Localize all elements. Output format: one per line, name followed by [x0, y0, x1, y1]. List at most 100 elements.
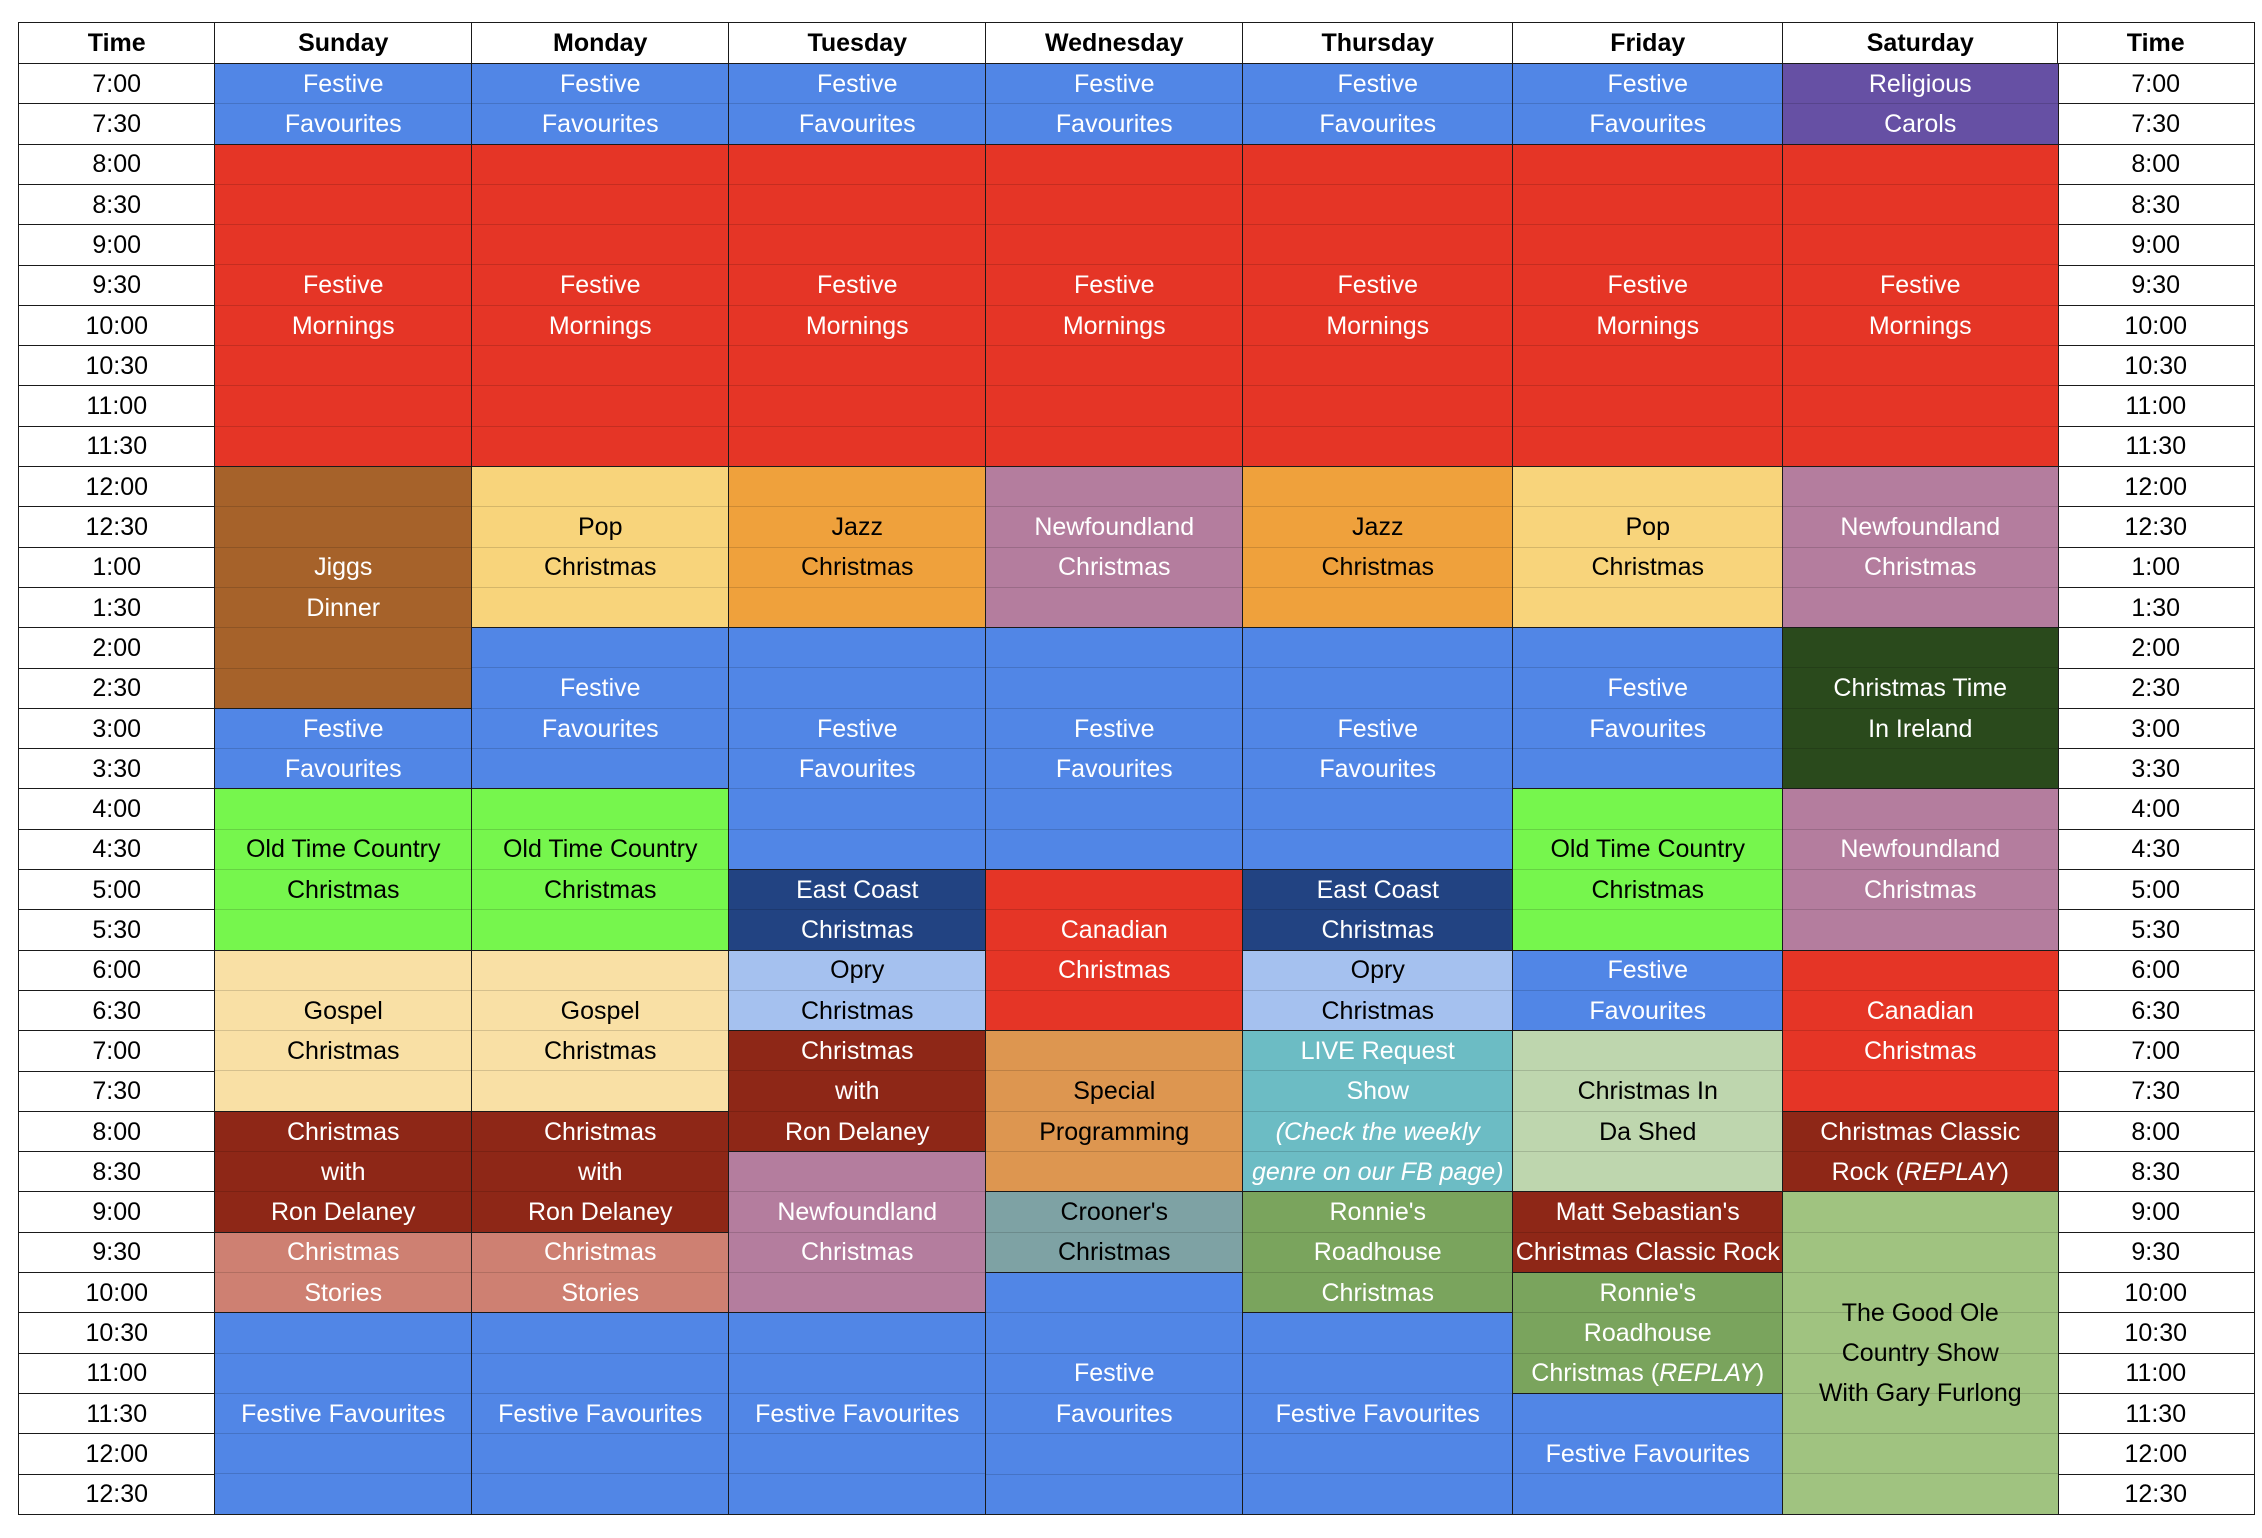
program-title-line: genre on our FB page): [1251, 1157, 1504, 1186]
program-title-line: In Ireland: [1868, 714, 1973, 743]
time-label-right: 11:30: [2057, 425, 2255, 468]
program-block-jazz-christmas: Jazz Christmas: [1242, 466, 1514, 629]
program-block-newfoundland-christmas: Newfoundland Christmas: [1782, 788, 2059, 952]
program-title-line: Newfoundland: [1840, 513, 2001, 542]
program-title-line: Festive: [1607, 956, 1689, 985]
program-block-festive-favourites: Festive Favourites: [1512, 949, 1784, 1032]
time-label-left: 2:30: [18, 667, 216, 710]
program-title-line: Favourites: [1055, 110, 1173, 139]
time-label-left: 5:30: [18, 909, 216, 952]
program-block-festive-mornings: Festive Mornings: [728, 143, 987, 468]
program-title-line: Old Time Country: [245, 835, 441, 864]
program-title-line: Old Time Country: [502, 835, 698, 864]
program-title-line: Stories: [304, 1278, 383, 1307]
time-label-right: 4:30: [2057, 828, 2255, 871]
program-block-matt-sebastian-s-christmas-classic-rock: Matt Sebastian's Christmas Classic Rock: [1512, 1191, 1784, 1274]
time-label-right: 2:30: [2057, 667, 2255, 710]
time-label-right: 6:30: [2057, 989, 2255, 1032]
program-title-line: Ron Delaney: [784, 1117, 930, 1146]
program-title-line: Country Show: [1841, 1339, 1999, 1368]
program-title-line: Newfoundland: [1840, 835, 2001, 864]
time-label-right: 8:00: [2057, 143, 2255, 186]
program-title-line: Festive: [1073, 69, 1155, 98]
program-title-line: The Good Ole: [1841, 1298, 1999, 1327]
program-block-festive-favourites: Festive Favourites: [728, 627, 987, 871]
time-label-right: 7:00: [2057, 63, 2255, 105]
program-title-line: Christmas: [286, 875, 400, 904]
program-block-festive-favourites: Festive Favourites: [985, 1272, 1244, 1516]
time-label-left: 7:30: [18, 1070, 216, 1113]
time-label-left: 11:30: [18, 1392, 216, 1435]
program-block-pop-christmas: Pop Christmas: [471, 466, 730, 629]
program-title-line: Gospel: [303, 996, 383, 1025]
program-title-line: Show: [1346, 1077, 1410, 1106]
program-block-jazz-christmas: Jazz Christmas: [728, 466, 987, 629]
time-column-header-left: Time: [18, 22, 216, 65]
program-title-line: Christmas: [1321, 1278, 1434, 1307]
program-title-line: Festive: [1337, 69, 1419, 98]
program-title-line: Newfoundland: [1034, 513, 1195, 542]
day-header-saturday: Saturday: [1782, 22, 2059, 65]
program-block-live-request-show-check-the-weekly-genre-on-our-fb-page: LIVE Request Show (Check the weekly genre o…: [1242, 1030, 1514, 1193]
program-title-line: Festive Favourites: [241, 1399, 446, 1428]
time-label-right: 6:00: [2057, 949, 2255, 992]
time-label-right: 5:30: [2057, 909, 2255, 952]
program-block-christmas-with-ron-delaney: Christmas with Ron Delaney: [471, 1110, 730, 1234]
program-title-line: Canadian: [1060, 916, 1168, 945]
program-block-old-time-country-christmas: Old Time Country Christmas: [471, 788, 730, 952]
program-title-line: Jazz: [1352, 513, 1404, 542]
program-title-line: with: [578, 1157, 623, 1186]
program-title-line: Religious: [1868, 69, 1972, 98]
program-title-line: Roadhouse: [1313, 1238, 1442, 1267]
program-title-line: Matt Sebastian's: [1555, 1198, 1740, 1227]
program-title-line: Festive: [1607, 271, 1689, 300]
day-header-tuesday: Tuesday: [728, 22, 987, 65]
program-title-line: Christmas (REPLAY): [1531, 1359, 1765, 1388]
time-label-right: 9:30: [2057, 264, 2255, 307]
program-title-line: Newfoundland: [777, 1198, 938, 1227]
time-label-left: 6:00: [18, 949, 216, 992]
program-title-line: East Coast: [796, 875, 919, 904]
program-block-christmas-stories: Christmas Stories: [471, 1231, 730, 1314]
program-title-line: Da Shed: [1599, 1117, 1697, 1146]
program-title-line: with: [321, 1157, 366, 1186]
program-title-line: Rock (REPLAY): [1831, 1157, 2009, 1186]
time-label-left: 10:00: [18, 304, 216, 347]
time-label-left: 9:00: [18, 1191, 216, 1234]
time-label-right: 10:30: [2057, 345, 2255, 387]
program-title-line: Pop: [1625, 513, 1670, 542]
program-title-line: Christmas: [1321, 916, 1434, 945]
program-title-line: Mornings: [1062, 311, 1166, 340]
program-title-line: Festive Favourites: [498, 1399, 703, 1428]
time-label-right: 11:30: [2057, 1392, 2255, 1435]
program-title-line: Christmas Classic Rock: [1515, 1238, 1780, 1267]
program-title-line: Gospel: [560, 996, 640, 1025]
time-label-left: 8:00: [18, 1110, 216, 1153]
program-title-line: Christmas: [800, 996, 914, 1025]
time-label-left: 5:00: [18, 869, 216, 911]
program-title-line: Carols: [1884, 110, 1957, 139]
program-block-festive-mornings: Festive Mornings: [1512, 143, 1784, 468]
time-label-right: 11:00: [2057, 1352, 2255, 1395]
program-title-line: Stories: [561, 1278, 640, 1307]
time-label-right: 7:30: [2057, 103, 2255, 146]
program-title-line: Festive: [559, 674, 641, 703]
program-title-line: With Gary Furlong: [1818, 1379, 2022, 1408]
time-label-right: 12:30: [2057, 506, 2255, 549]
time-label-left: 12:00: [18, 1433, 216, 1475]
program-title-line: Old Time Country: [1550, 835, 1745, 864]
program-title-line: Programming: [1039, 1117, 1190, 1146]
program-block-festive-favourites: Festive Favourites: [728, 1312, 987, 1516]
program-block-festive-favourites: Festive Favourites: [214, 707, 473, 790]
time-label-left: 8:30: [18, 1151, 216, 1193]
program-title-line: Christmas: [286, 1238, 400, 1267]
time-label-right: 1:00: [2057, 546, 2255, 589]
program-title-line: Festive: [816, 271, 898, 300]
program-title-line: Festive: [1073, 271, 1155, 300]
program-title-line: Jiggs: [314, 553, 373, 582]
program-title-line: Christmas: [286, 1117, 400, 1146]
program-block-festive-favourites: Festive Favourites: [985, 63, 1244, 146]
program-title-line: Christmas: [800, 1036, 914, 1065]
program-block-festive-mornings: Festive Mornings: [471, 143, 730, 468]
time-label-right: 3:30: [2057, 748, 2255, 790]
